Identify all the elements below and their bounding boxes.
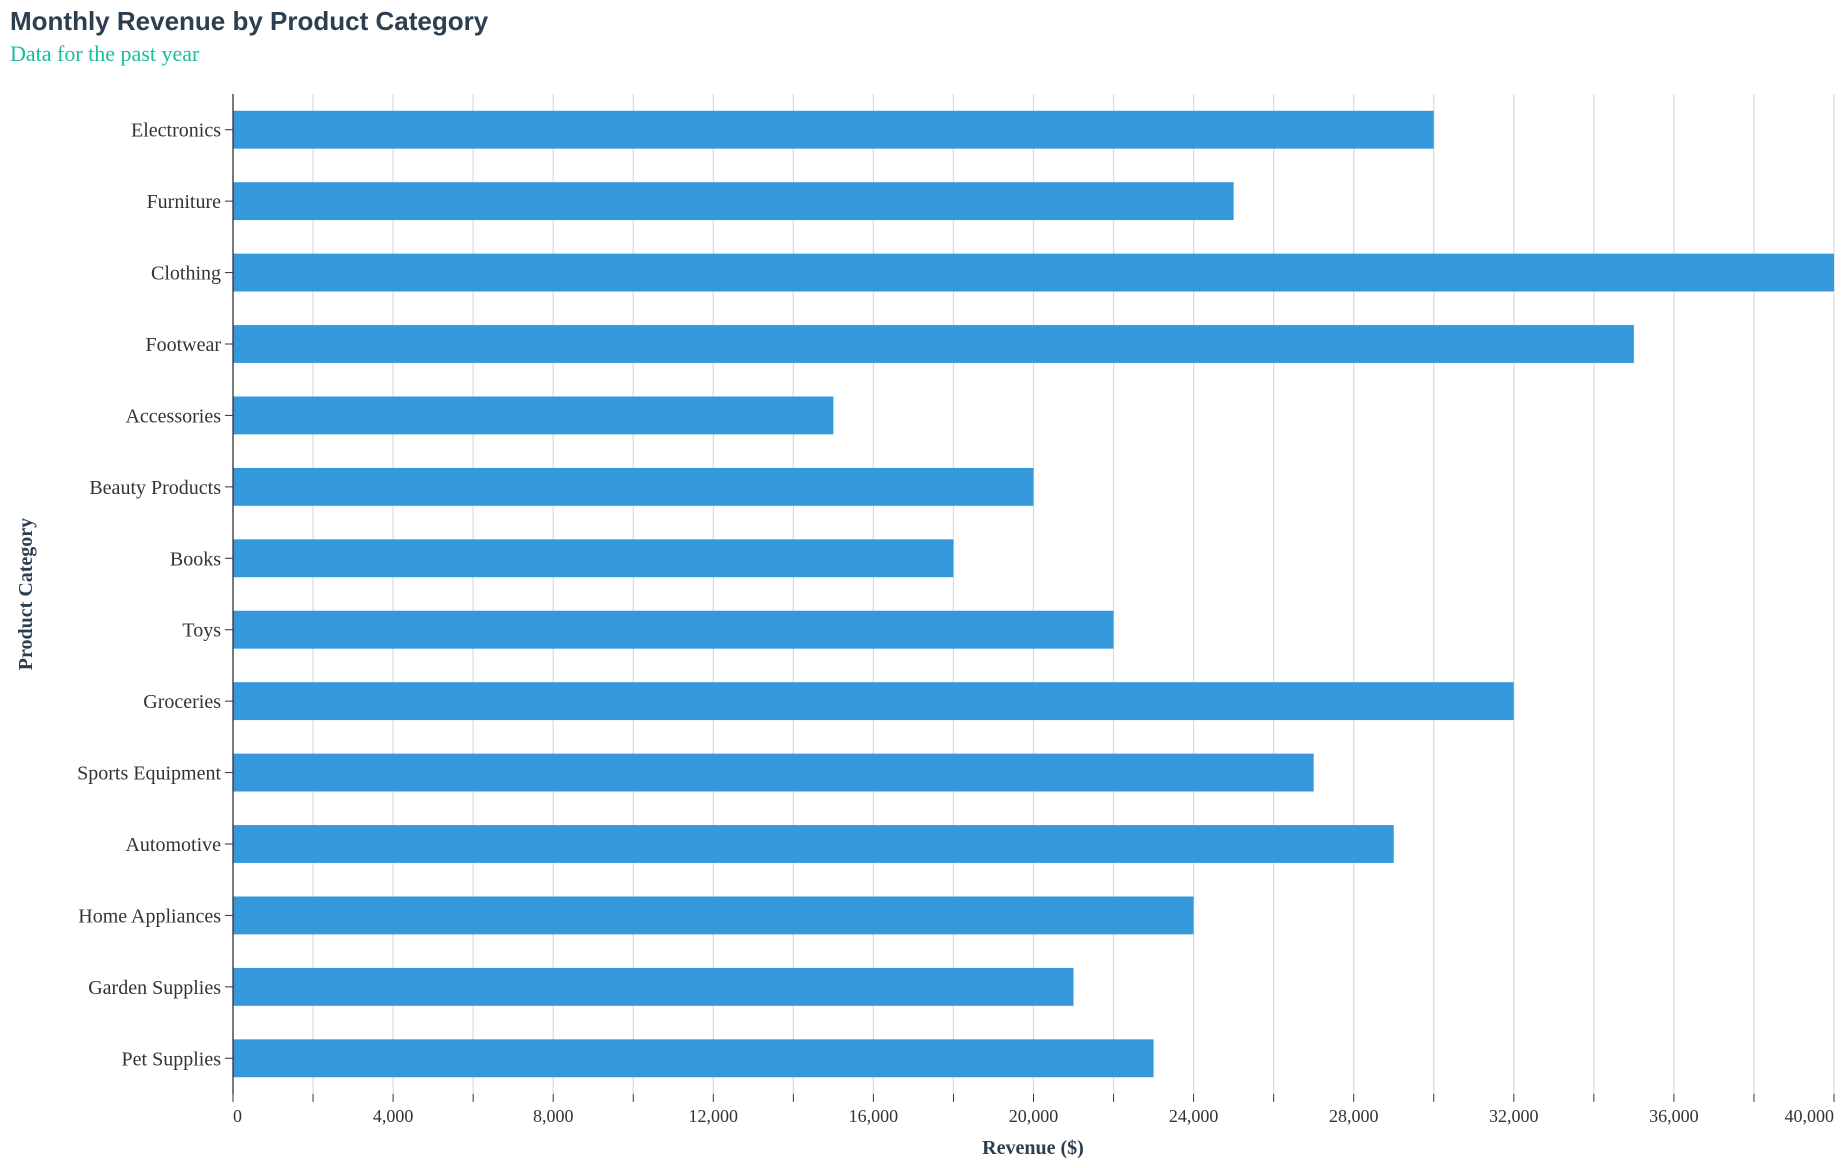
category-label: Automotive xyxy=(125,834,221,856)
bar xyxy=(233,253,1834,292)
category-label: Pet Supplies xyxy=(122,1048,222,1070)
x-tick-label: 36,000 xyxy=(1649,1106,1699,1126)
category-label: Home Appliances xyxy=(78,905,221,927)
category-label: Toys xyxy=(182,620,221,642)
bar xyxy=(233,825,1394,863)
bar xyxy=(233,753,1314,792)
bar xyxy=(233,539,954,578)
x-tick-label: 12,000 xyxy=(689,1106,739,1126)
chart-subtitle: Data for the past year xyxy=(10,41,200,66)
category-label: Beauty Products xyxy=(89,477,221,499)
bar xyxy=(233,896,1194,935)
x-axis-title: Revenue ($) xyxy=(982,1137,1084,1159)
category-label: Books xyxy=(170,548,221,570)
x-tick-label: 24,000 xyxy=(1169,1106,1219,1126)
bar xyxy=(233,610,1114,649)
bars xyxy=(233,110,1834,1078)
category-label: Garden Supplies xyxy=(88,977,221,999)
x-tick-label: 28,000 xyxy=(1329,1106,1379,1126)
bar xyxy=(233,682,1514,721)
category-label: Furniture xyxy=(147,191,222,213)
category-label: Clothing xyxy=(151,263,221,285)
chart-title: Monthly Revenue by Product Category xyxy=(10,6,489,36)
x-tick-label: 8,000 xyxy=(533,1106,574,1126)
x-tick-label: 16,000 xyxy=(849,1106,899,1126)
category-label: Accessories xyxy=(125,405,221,427)
x-tick-label: 32,000 xyxy=(1489,1106,1539,1126)
bar xyxy=(233,325,1634,363)
bar xyxy=(233,967,1074,1006)
bar xyxy=(233,396,834,435)
x-tick-label: 4,000 xyxy=(373,1106,414,1126)
y-axis-labels: Electronics Furniture Clothing Footwear Acce… xyxy=(77,120,233,1070)
x-tick-label: 40,000 xyxy=(1785,1106,1835,1126)
bar xyxy=(233,182,1234,221)
bar xyxy=(233,467,1034,506)
y-axis-title: Product Category xyxy=(15,518,37,670)
x-tick-label: 0 xyxy=(233,1106,242,1126)
x-tick-label: 20,000 xyxy=(1009,1106,1059,1126)
category-label: Footwear xyxy=(145,334,221,356)
category-label: Electronics xyxy=(131,120,221,142)
gridlines xyxy=(312,94,1835,1094)
category-label: Sports Equipment xyxy=(77,763,221,785)
category-label: Groceries xyxy=(143,691,221,713)
bar xyxy=(233,110,1434,149)
bar xyxy=(233,1039,1154,1078)
x-axis-ticks: 0 4,000 8,000 12,000 16,000 20,000 24,000 28,00… xyxy=(232,1094,1835,1126)
